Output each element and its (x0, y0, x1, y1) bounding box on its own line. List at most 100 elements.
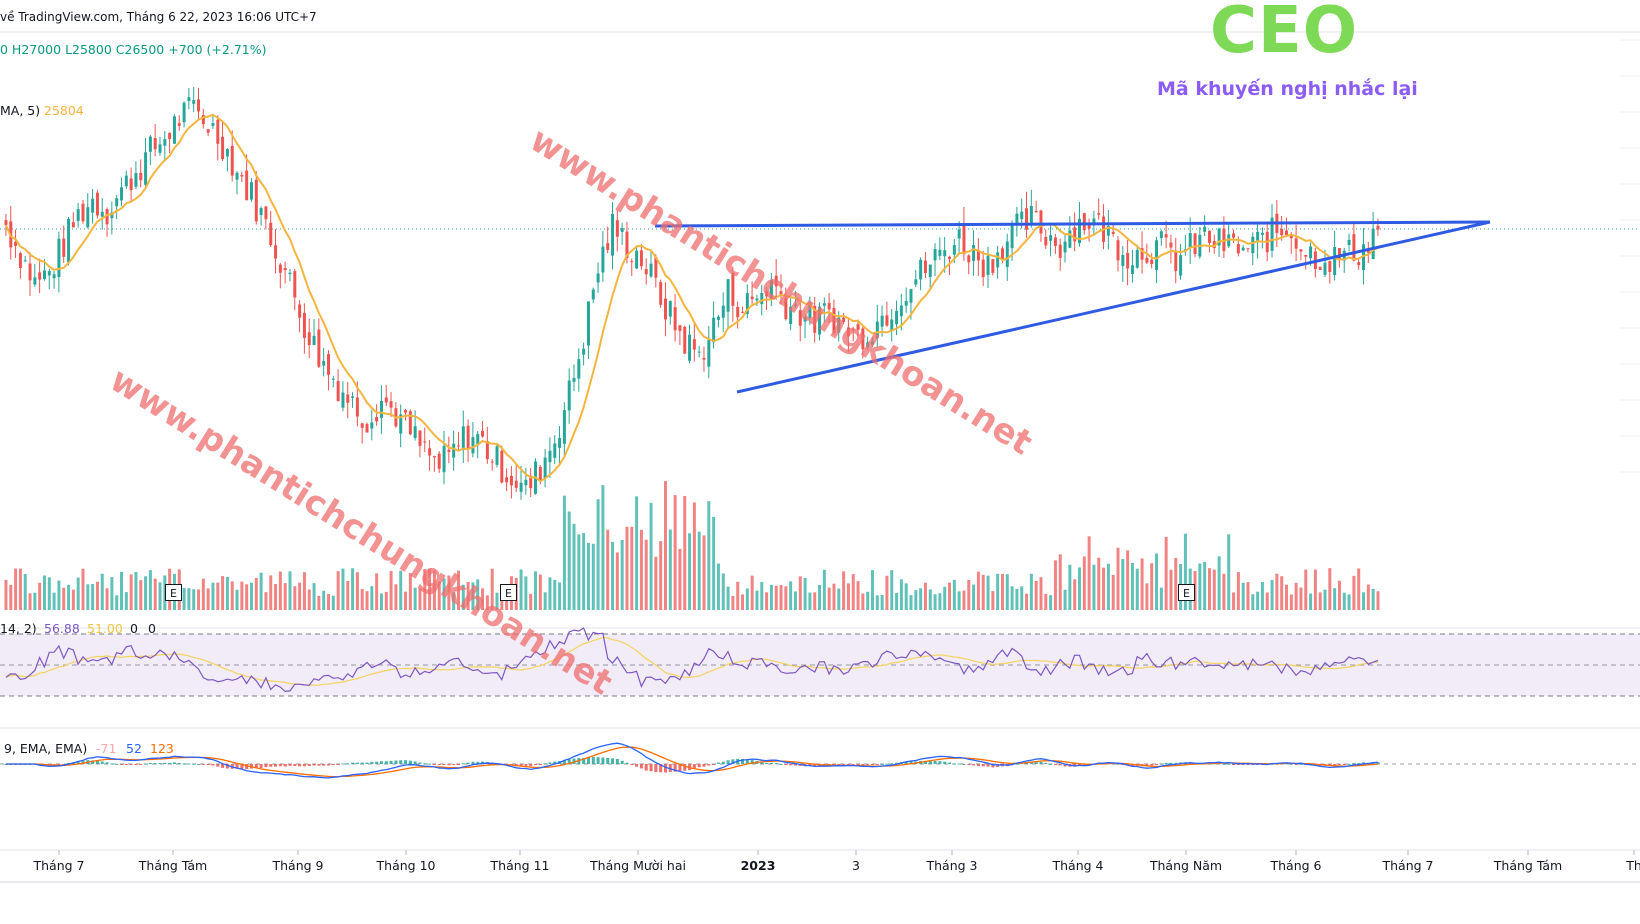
volume-bar (245, 584, 249, 610)
macd-histogram-bar (428, 763, 432, 765)
volume-bar (572, 523, 576, 610)
candle (509, 475, 513, 486)
macd-histogram-bar (1150, 764, 1154, 766)
candle (952, 245, 956, 255)
macd-histogram-bar (153, 762, 157, 764)
volume-bar (1362, 592, 1366, 610)
candle (1087, 223, 1091, 229)
volume-bar (615, 552, 619, 610)
macd-histogram-bar (413, 761, 417, 764)
macd-histogram-bar (553, 761, 557, 764)
x-tick-label: Tháng 10 (376, 858, 436, 873)
volume-bar (1371, 588, 1375, 610)
candle (1309, 246, 1313, 259)
candle (923, 260, 927, 274)
macd-histogram-bar (148, 762, 152, 764)
macd-histogram-bar (649, 764, 653, 772)
macd-histogram-bar (110, 763, 114, 765)
candle (976, 250, 980, 261)
volume-bar (1155, 553, 1159, 610)
volume-bar (1097, 557, 1101, 610)
volume-bar (4, 579, 8, 610)
rsi-ma-line (5, 636, 1378, 686)
candle (919, 259, 923, 280)
macd-histogram-bar (355, 762, 359, 764)
volume-bar (769, 584, 773, 610)
macd-histogram-bar (134, 764, 138, 765)
macd-histogram-bar (124, 764, 128, 765)
macd-signal-value: 123 (150, 741, 174, 756)
candle (62, 238, 66, 257)
volume-bar (413, 587, 417, 610)
candle (837, 317, 841, 333)
volume-bar (822, 569, 826, 610)
candle (866, 342, 870, 348)
macd-histogram-bar (562, 759, 566, 764)
volume-bar (745, 588, 749, 610)
volume-bar (91, 583, 95, 610)
candle (827, 303, 831, 310)
volume-bar (442, 578, 446, 610)
volume-bar (1092, 564, 1096, 610)
volume-bar (418, 588, 422, 610)
macd-histogram-bar (1289, 763, 1293, 765)
volume-bar (1169, 569, 1173, 610)
volume-bar (1145, 583, 1149, 610)
macd-histogram-bar (327, 764, 331, 766)
macd-histogram-bar (1155, 764, 1159, 765)
candle (322, 360, 326, 366)
volume-bar (404, 591, 408, 610)
candle (413, 426, 417, 438)
macd-histogram-bar (673, 764, 677, 772)
macd-histogram-bar (967, 764, 971, 765)
candle (1188, 232, 1192, 248)
rsi-ma-value: 51.00 (87, 621, 123, 636)
macd-histogram-bar (856, 764, 860, 765)
volume-bar (298, 582, 302, 610)
macd-histogram-bar (312, 764, 316, 766)
volume-bar (351, 568, 355, 610)
volume-bar (476, 579, 480, 610)
candle (692, 339, 696, 350)
candle (1227, 234, 1231, 247)
candle (1207, 230, 1211, 243)
volume-bar (952, 579, 956, 610)
volume-bar (1289, 594, 1293, 610)
candle (485, 441, 489, 460)
candle (408, 411, 412, 435)
macd-histogram-bar (187, 763, 191, 765)
candle (1068, 230, 1072, 248)
volume-bar (52, 592, 56, 610)
macd-histogram-bar (341, 763, 345, 765)
candle (943, 250, 947, 257)
candle (1169, 242, 1173, 248)
earnings-marker[interactable]: E (165, 584, 182, 601)
volume-bar (461, 584, 465, 610)
macd-histogram-bar (1236, 764, 1240, 765)
candle (818, 306, 822, 335)
macd-histogram-bar (389, 760, 393, 764)
macd-histogram-bar (1352, 763, 1356, 765)
macd-histogram-bar (779, 763, 783, 765)
macd-histogram-bar (399, 760, 403, 764)
candle (1352, 234, 1356, 261)
earnings-marker[interactable]: E (1178, 584, 1195, 601)
candle (110, 212, 114, 219)
candle (683, 326, 687, 354)
volume-bar (755, 590, 759, 610)
candle (789, 306, 793, 325)
macd-histogram-bar (466, 762, 470, 764)
volume-bar (134, 572, 138, 610)
candle (861, 328, 865, 350)
macd-histogram-bar (721, 761, 725, 764)
candle (4, 220, 8, 225)
volume-bar (452, 592, 456, 610)
macd-histogram-bar (731, 759, 735, 764)
macd-histogram-bar (861, 764, 865, 765)
macd-histogram-bar (625, 762, 629, 764)
earnings-marker[interactable]: E (500, 584, 517, 601)
candle (625, 231, 629, 259)
macd-histogram-bar (880, 763, 884, 765)
